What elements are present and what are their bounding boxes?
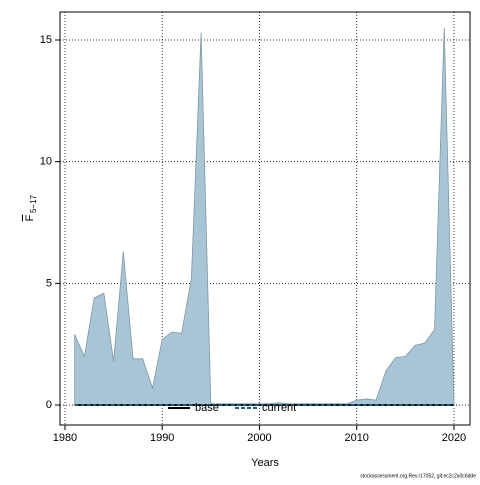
y-label-main: F <box>24 214 36 221</box>
legend-label: base <box>195 402 219 414</box>
footer: stockassessment.org,Rev.r17052, git:ec2c… <box>360 473 476 479</box>
y-axis-label: F 5−17 <box>24 194 38 221</box>
x-tick-label: 1990 <box>150 432 174 444</box>
y-tick-label: 10 <box>40 156 52 168</box>
area <box>74 27 455 406</box>
x-tick-label: 2000 <box>247 432 271 444</box>
x-tick-label: 2020 <box>442 432 466 444</box>
plot-frame <box>59 11 471 426</box>
y-label-sub: 5−17 <box>29 194 38 213</box>
x-axis-label: Years <box>251 457 279 469</box>
legend-label: current <box>262 402 296 414</box>
y-tick-label: 0 <box>46 399 52 411</box>
y-tick-label: 5 <box>46 277 52 289</box>
x-tick-label: 2010 <box>344 432 368 444</box>
y-tick-label: 15 <box>40 34 52 46</box>
x-tick-label: 1980 <box>53 432 77 444</box>
